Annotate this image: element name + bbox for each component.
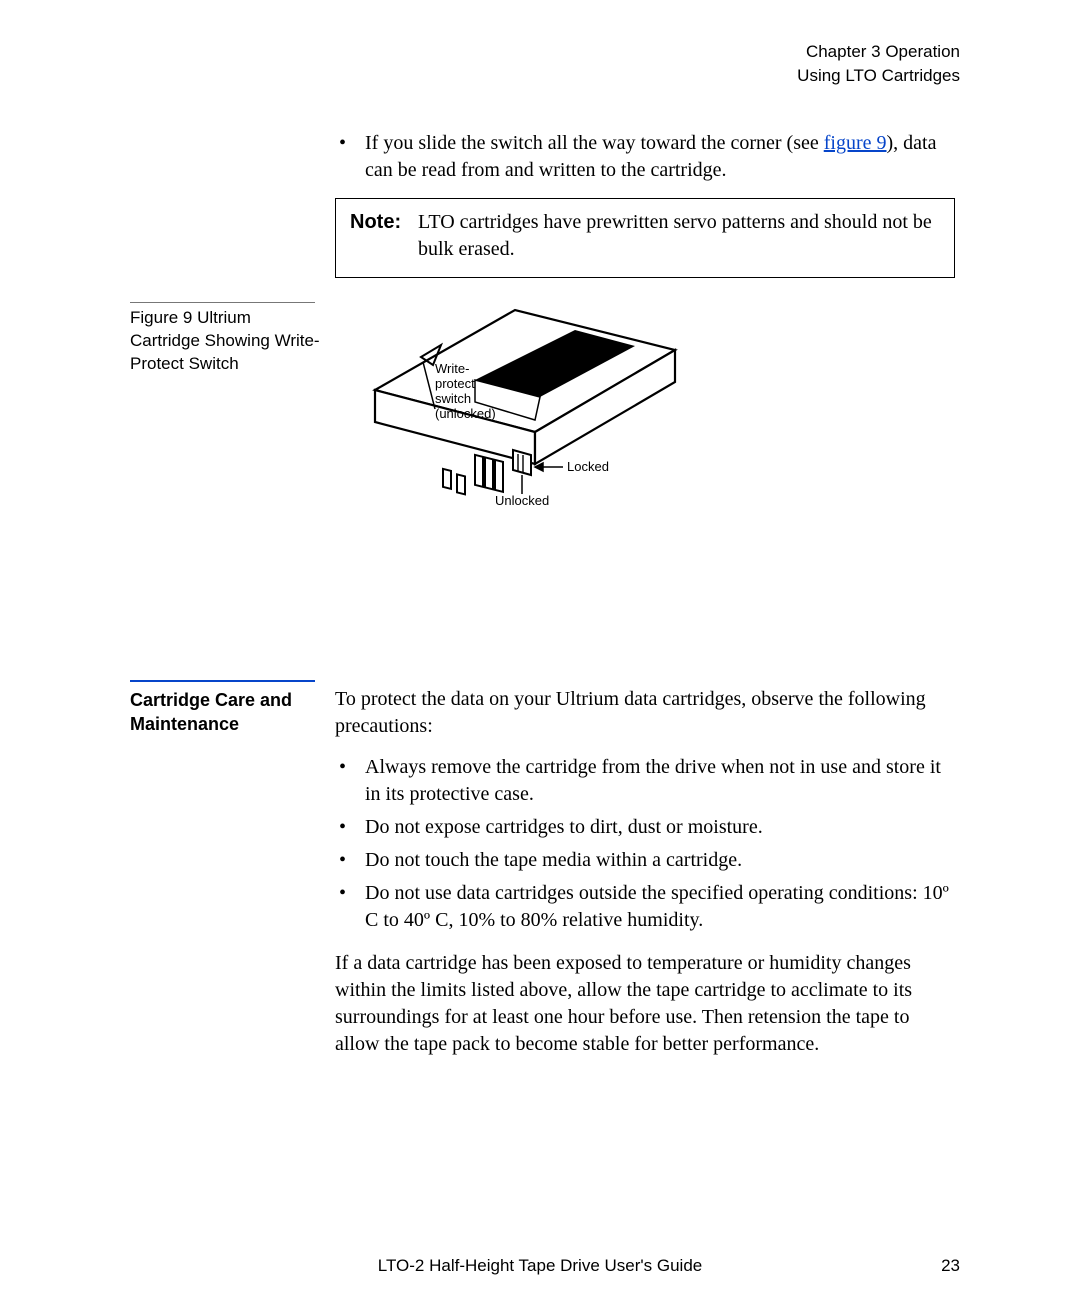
switch-label-l1: Write- <box>435 362 496 377</box>
care-bullet-3: • Do not use data cartridges outside the… <box>335 880 955 934</box>
note-text: LTO cartridges have prewritten servo pat… <box>418 209 940 263</box>
locked-label: Locked <box>567 460 609 475</box>
switch-label: Write- protect switch (unlocked) <box>435 362 496 422</box>
figure-link[interactable]: figure 9 <box>824 132 887 154</box>
cartridge-diagram: Write- protect switch (unlocked) Locked … <box>335 302 715 522</box>
cartridge-svg <box>335 302 715 522</box>
header-section: Using LTO Cartridges <box>797 64 960 88</box>
bullet-text: Do not touch the tape media within a car… <box>365 847 955 874</box>
page-header: Chapter 3 Operation Using LTO Cartridges <box>797 40 960 88</box>
bullet-text: If you slide the switch all the way towa… <box>365 130 955 184</box>
footer-title: LTO-2 Half-Height Tape Drive User's Guid… <box>378 1256 703 1276</box>
bullet-text: Do not expose cartridges to dirt, dust o… <box>365 814 955 841</box>
bullet-item: • If you slide the switch all the way to… <box>335 130 955 184</box>
header-chapter: Chapter 3 Operation <box>797 40 960 64</box>
intro-paragraph: To protect the data on your Ultrium data… <box>335 686 955 740</box>
heading-rule <box>130 680 315 682</box>
figure-caption: Figure 9 Ultrium Cartridge Showing Write… <box>130 307 320 376</box>
main-content: To protect the data on your Ultrium data… <box>335 686 955 1072</box>
caption-rule <box>130 302 315 303</box>
switch-label-l4: (unlocked) <box>435 407 496 422</box>
bullet-marker: • <box>335 130 365 184</box>
top-content: • If you slide the switch all the way to… <box>335 130 955 190</box>
care-bullet-2: • Do not touch the tape media within a c… <box>335 847 955 874</box>
bullet-marker: • <box>335 880 365 934</box>
bullet-pre: If you slide the switch all the way towa… <box>365 132 824 154</box>
closing-paragraph: If a data cartridge has been exposed to … <box>335 950 955 1058</box>
figure-caption-block: Figure 9 Ultrium Cartridge Showing Write… <box>130 302 320 376</box>
bullet-marker: • <box>335 754 365 808</box>
bullet-text: Always remove the cartridge from the dri… <box>365 754 955 808</box>
unlocked-label: Unlocked <box>495 494 549 509</box>
section-heading-block: Cartridge Care and Maintenance <box>130 680 320 737</box>
switch-label-l2: protect <box>435 377 496 392</box>
note-region: Note: LTO cartridges have prewritten ser… <box>335 198 955 278</box>
bullet-marker: • <box>335 814 365 841</box>
section-heading: Cartridge Care and Maintenance <box>130 688 320 737</box>
note-box: Note: LTO cartridges have prewritten ser… <box>335 198 955 278</box>
care-bullet-0: • Always remove the cartridge from the d… <box>335 754 955 808</box>
note-label: Note: <box>350 209 418 263</box>
footer-page-number: 23 <box>941 1256 960 1276</box>
bullet-text: Do not use data cartridges outside the s… <box>365 880 955 934</box>
care-bullet-1: • Do not expose cartridges to dirt, dust… <box>335 814 955 841</box>
switch-label-l3: switch <box>435 392 496 407</box>
bullet-marker: • <box>335 847 365 874</box>
